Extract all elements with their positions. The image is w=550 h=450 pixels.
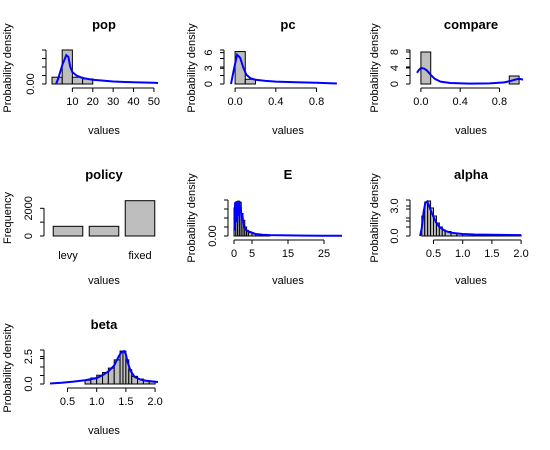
y-axis-label: Probability density [186,173,198,263]
x-axis-label: values [272,275,304,287]
y-tick-label: 3.0 [389,198,401,213]
panel-pc: pc values Probability density 0.0 0.4 0.8 0 3 6 [186,17,337,137]
x-tick-label: 0.5 [426,248,441,260]
panel-alpha: alpha values Probability density 0.5 1.0 1.5 2… [369,167,529,287]
y-tick-label: 6 [203,50,215,56]
panel-title: beta [91,317,119,332]
x-tick-label: 0.0 [413,96,428,108]
bar [52,225,84,237]
x-tick-label: 0.5 [60,396,75,408]
x-axis-label: values [88,425,120,437]
x-tick-label: 2.0 [147,396,162,408]
x-tick-label: 20 [87,96,99,108]
panel-title: policy [85,167,123,182]
bar [88,225,120,237]
x-tick-label: 25 [318,248,330,260]
y-axis-label: Probability density [369,173,381,263]
density-line [230,52,337,85]
panel-compare: compare values Probability density 0.0 0.4 0.… [369,17,524,137]
x-tick-label: 1.5 [484,248,499,260]
x-tick-label: 0 [231,248,237,260]
x-tick-label: 1.0 [455,248,470,260]
x-tick-label: 40 [127,96,139,108]
density-line [55,53,159,85]
y-axis-label: Frequency [2,192,14,244]
y-tick-label: 0 [389,81,401,87]
x-tick-label: fixed [128,250,151,262]
x-axis-label: values [272,125,304,137]
panel-title: E [284,167,293,182]
x-tick-label: 0.4 [268,96,283,108]
density-line [419,199,522,237]
x-tick-label: 15 [282,248,294,260]
y-tick-label: 0.00 [25,73,37,94]
x-axis-label: values [88,125,120,137]
y-tick-label: 0.0 [389,228,401,243]
density-line [416,66,524,85]
x-tick-label: 0.4 [453,96,468,108]
y-axis-label: Probability density [2,23,14,113]
x-axis-label: values [88,275,120,287]
bar [124,200,156,237]
x-tick-label: levy [58,250,78,262]
y-tick-label: 0.00 [207,225,219,246]
panel-title: compare [444,17,498,32]
panel-policy: policy values Frequency levy fixed 0 2000 [2,167,156,287]
x-tick-label: 1.5 [118,396,133,408]
density-line [233,201,343,237]
y-tick-label: 4 [389,65,401,71]
panel-beta: beta values Probability density 0.5 1.0 1.5 2.… [2,317,163,437]
x-axis-label: values [455,275,487,287]
x-tick-label: 5 [249,248,255,260]
y-axis-label: Probability density [369,23,381,113]
panel-pop: pop values Probability density 10 20 30 40 50 0.… [2,17,160,137]
panel-title: pc [280,17,295,32]
x-axis-label: values [455,125,487,137]
x-tick-label: 1.0 [89,396,104,408]
x-tick-label: 30 [107,96,119,108]
y-tick-label: 2000 [23,196,35,220]
x-tick-label: 0.0 [227,96,242,108]
y-tick-label: 0 [203,81,215,87]
x-tick-label: 10 [66,96,78,108]
histogram-bar [244,78,256,85]
y-tick-label: 0.0 [23,376,35,391]
x-tick-label: 50 [148,96,160,108]
panel-title: alpha [454,167,489,182]
y-tick-label: 8 [389,49,401,55]
x-tick-label: 0.8 [492,96,507,108]
panel-title: pop [92,17,116,32]
y-tick-label: 0 [23,233,35,239]
y-axis-label: Probability density [186,23,198,113]
y-tick-label: 3 [203,65,215,71]
y-axis-label: Probability density [2,323,14,413]
x-tick-label: 2.0 [513,248,528,260]
density-line [49,349,159,385]
x-tick-label: 0.8 [309,96,324,108]
y-tick-label: 2.5 [23,349,35,364]
